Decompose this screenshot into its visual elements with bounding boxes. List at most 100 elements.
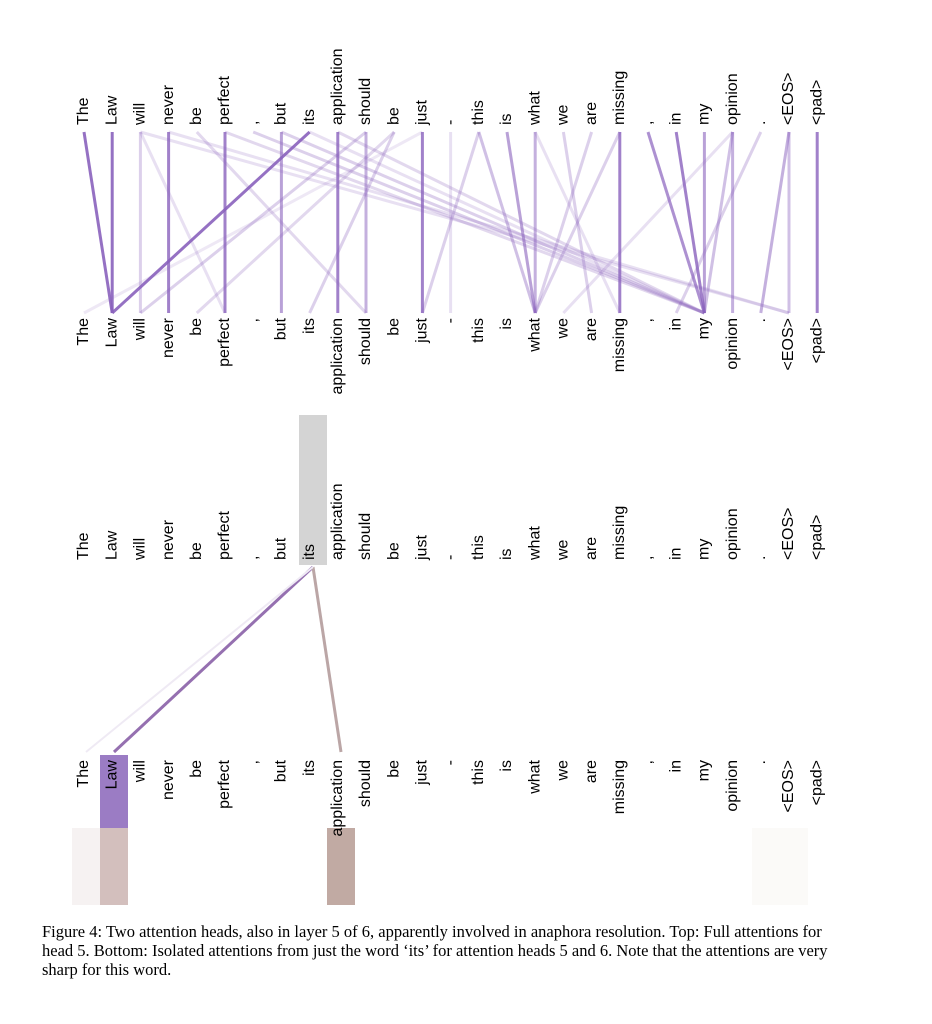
attention-line <box>139 130 790 315</box>
token-label: just <box>414 535 431 561</box>
token-label: should <box>357 513 374 560</box>
token-label: in <box>667 548 684 560</box>
attention-line <box>562 130 734 315</box>
attention-line <box>308 130 706 315</box>
token-label: be <box>188 318 205 336</box>
token-label: be <box>385 318 402 336</box>
token-label: <EOS> <box>780 73 797 125</box>
attention-line <box>702 131 735 314</box>
token-label: <pad> <box>808 318 825 363</box>
token-label: missing <box>611 318 628 372</box>
attention-line <box>195 130 396 315</box>
token-label: The <box>75 318 92 346</box>
token-label: missing <box>611 71 628 125</box>
token-label: perfect <box>216 76 233 125</box>
attention-line <box>533 131 622 314</box>
token-label: application <box>329 484 346 561</box>
token-label: <EOS> <box>780 508 797 560</box>
token-label: are <box>583 760 600 783</box>
token-label: - <box>442 318 459 323</box>
token-label: what <box>526 91 543 126</box>
token-label: just <box>414 759 431 785</box>
attention-line <box>674 131 763 314</box>
attention-line <box>311 566 343 753</box>
attention-figure: TheTheTheTheLawLawLawLawwillwillwillwill… <box>72 49 825 905</box>
attention-line <box>759 131 791 314</box>
attention-line <box>533 131 622 314</box>
token-label: my <box>696 760 713 781</box>
token-label: what <box>526 759 543 794</box>
token-label: , <box>639 318 656 322</box>
token-label: my <box>696 539 713 560</box>
token-label: just <box>414 100 431 126</box>
token-label: in <box>667 318 684 330</box>
token-label: <pad> <box>808 515 825 560</box>
token-label: . <box>752 556 769 560</box>
token-label: perfect <box>216 759 233 808</box>
token-label: its <box>301 109 318 125</box>
token-label: <EOS> <box>780 760 797 812</box>
attention-line <box>561 131 594 314</box>
attention-line <box>505 131 537 314</box>
token-label: are <box>583 102 600 125</box>
token-label: be <box>385 542 402 560</box>
attention-line <box>168 130 790 315</box>
attention-line <box>224 130 705 315</box>
token-label: missing <box>611 760 628 814</box>
token-label: we <box>555 318 572 340</box>
token-label: Law <box>103 318 120 348</box>
token-label: missing <box>611 506 628 560</box>
token-label: opinion <box>724 508 741 560</box>
token-label: . <box>752 121 769 125</box>
token-label: be <box>188 107 205 125</box>
token-label: , <box>244 318 261 322</box>
token-label: will <box>132 103 149 126</box>
token-label: , <box>244 760 261 764</box>
token-label: we <box>555 104 572 126</box>
token-label: we <box>555 760 572 782</box>
attention-line <box>85 566 314 753</box>
token-label: - <box>442 555 459 560</box>
token-label: , <box>639 121 656 125</box>
token-label: are <box>583 537 600 560</box>
token-label: is <box>498 760 515 772</box>
attention-line <box>280 130 705 315</box>
attention-line <box>308 131 396 314</box>
token-label: never <box>160 317 177 358</box>
token-label: but <box>273 102 290 125</box>
token-label: in <box>667 760 684 772</box>
token-label: what <box>526 317 543 352</box>
token-label: just <box>414 317 431 343</box>
attention-line <box>111 130 311 315</box>
token-label: perfect <box>216 511 233 560</box>
token-label: should <box>357 78 374 125</box>
token-label: . <box>752 760 769 764</box>
token-label: The <box>75 532 92 560</box>
token-label: The <box>75 97 92 125</box>
token-label: never <box>160 519 177 560</box>
attention-line <box>533 131 594 314</box>
token-label: its <box>301 544 318 560</box>
attention-line <box>337 130 706 315</box>
token-label: we <box>555 539 572 561</box>
token-label: never <box>160 84 177 125</box>
token-label: this <box>470 100 487 125</box>
token-label: application <box>329 318 346 395</box>
key-highlight <box>100 755 128 828</box>
token-label: my <box>696 318 713 339</box>
token-label: this <box>470 318 487 343</box>
token-label: application <box>329 760 346 837</box>
token-label: are <box>583 318 600 341</box>
token-label: will <box>132 760 149 783</box>
token-label: <EOS> <box>780 318 797 370</box>
token-label: be <box>188 760 205 778</box>
figure-caption: Figure 4: Two attention heads, also in l… <box>42 922 828 979</box>
head6-cell <box>752 828 808 905</box>
head6-cell <box>100 828 128 905</box>
token-label: opinion <box>724 73 741 125</box>
attention-line <box>139 130 367 315</box>
attention-line <box>674 131 706 314</box>
token-label: Law <box>103 760 120 790</box>
token-label: application <box>329 49 346 126</box>
